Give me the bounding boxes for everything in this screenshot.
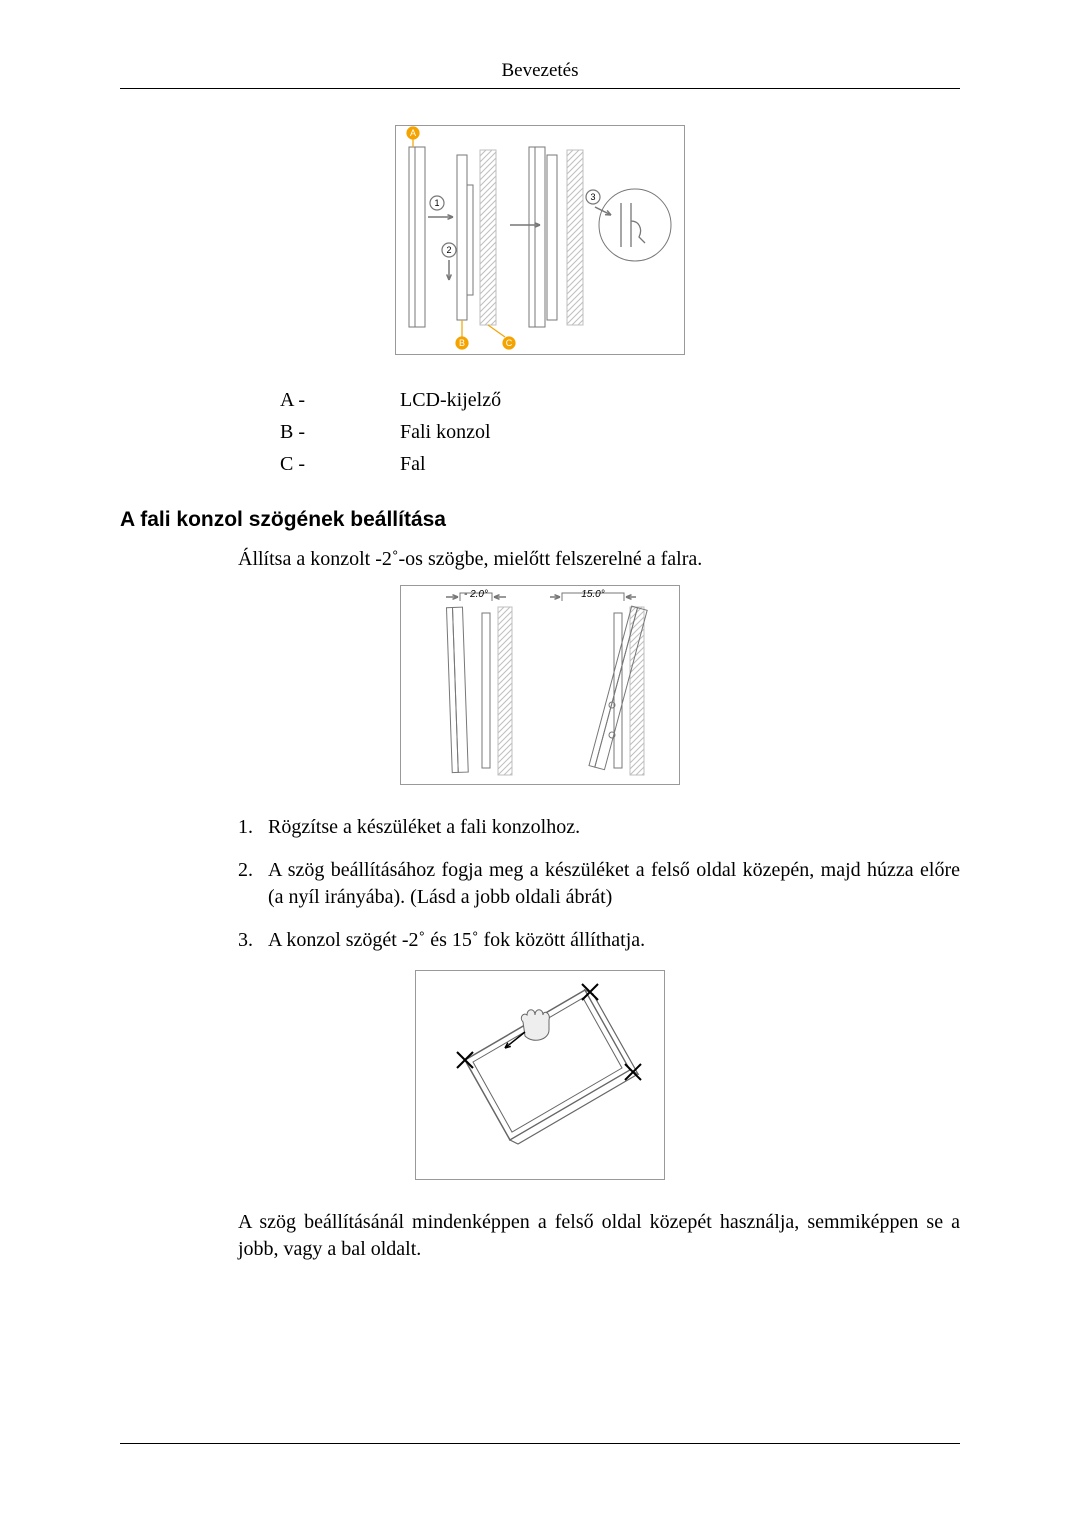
svg-text:2: 2 xyxy=(446,245,451,255)
page-header-title: Bevezetés xyxy=(120,60,960,88)
section-heading: A fali konzol szögének beállítása xyxy=(120,508,960,532)
legend-key: A - xyxy=(280,384,400,416)
svg-text:A: A xyxy=(410,128,416,138)
svg-text:B: B xyxy=(459,338,465,348)
legend-row: A - LCD-kijelző xyxy=(280,384,960,416)
intro-text: Állítsa a konzolt -2˚-os szögbe, mielőtt… xyxy=(238,546,960,573)
legend-val: LCD-kijelző xyxy=(400,384,501,416)
step-number: 1. xyxy=(238,814,268,841)
svg-text:1: 1 xyxy=(434,198,439,208)
step-text: A konzol szögét -2˚ és 15˚ fok között ál… xyxy=(268,927,960,954)
legend-val: Fali konzol xyxy=(400,416,491,448)
svg-text:3: 3 xyxy=(590,192,595,202)
step-item: 2. A szög beállításához fogja meg a kész… xyxy=(238,857,960,911)
legend-key: B - xyxy=(280,416,400,448)
step-item: 1. Rögzítse a készüléket a fali konzolho… xyxy=(238,814,960,841)
svg-text:15.0°: 15.0° xyxy=(581,589,604,600)
legend-row: B - Fali konzol xyxy=(280,416,960,448)
steps-list: 1. Rögzítse a készüléket a fali konzolho… xyxy=(238,814,960,954)
step-number: 2. xyxy=(238,857,268,911)
legend-val: Fal xyxy=(400,448,426,480)
legend-key: C - xyxy=(280,448,400,480)
closing-text: A szög beállításánál mindenképpen a fels… xyxy=(238,1209,960,1263)
step-text: A szög beállításához fogja meg a készülé… xyxy=(268,857,960,911)
step-item: 3. A konzol szögét -2˚ és 15˚ fok között… xyxy=(238,927,960,954)
legend: A - LCD-kijelző B - Fali konzol C - Fal xyxy=(280,384,960,480)
step-number: 3. xyxy=(238,927,268,954)
figure-1: A B C 1 2 3 xyxy=(120,125,960,360)
page: Bevezetés A B C 1 2 3 A - LCD-kijelző B - Fal… xyxy=(0,0,1080,1504)
figure-3 xyxy=(120,970,960,1185)
figure-2: - 2.0° 15.0° xyxy=(120,585,960,790)
svg-text:- 2.0°: - 2.0° xyxy=(464,589,488,600)
legend-row: C - Fal xyxy=(280,448,960,480)
step-text: Rögzítse a készüléket a fali konzolhoz. xyxy=(268,814,960,841)
header-rule xyxy=(120,88,960,89)
footer-rule xyxy=(120,1443,960,1444)
svg-text:C: C xyxy=(506,338,513,348)
